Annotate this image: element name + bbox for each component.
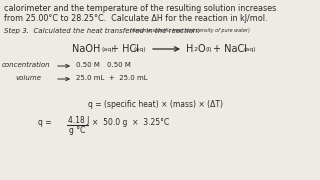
Text: (Assume specific heat and density of pure water): (Assume specific heat and density of pur… (130, 28, 250, 33)
Text: Step 3.  Calculated the heat transferred in the reaction.: Step 3. Calculated the heat transferred … (4, 28, 200, 34)
Text: ×  50.0 g  ×  3.25°C: × 50.0 g × 3.25°C (92, 118, 169, 127)
Text: 25.0 mL  +  25.0 mL: 25.0 mL + 25.0 mL (76, 75, 148, 81)
Text: calorimeter and the temperature of the resulting solution increases: calorimeter and the temperature of the r… (4, 4, 276, 13)
Text: 4.18 J: 4.18 J (68, 116, 89, 125)
Text: from 25.00°C to 28.25°C.  Calculate ΔH for the reaction in kJ/mol.: from 25.00°C to 28.25°C. Calculate ΔH fo… (4, 14, 268, 23)
Text: NaOH: NaOH (72, 44, 100, 54)
Text: concentration: concentration (2, 62, 51, 68)
Text: (aq): (aq) (134, 47, 147, 52)
Text: q = (specific heat) × (mass) × (ΔT): q = (specific heat) × (mass) × (ΔT) (88, 100, 223, 109)
Text: + NaCl: + NaCl (213, 44, 247, 54)
Text: 2: 2 (194, 47, 198, 52)
Text: g °C: g °C (69, 126, 85, 135)
Text: + HCl: + HCl (111, 44, 139, 54)
Text: (aq): (aq) (101, 47, 114, 52)
Text: volume: volume (16, 75, 42, 81)
Text: 0.50 M: 0.50 M (107, 62, 131, 68)
Text: q =: q = (38, 118, 52, 127)
Text: O: O (198, 44, 206, 54)
Text: (l): (l) (206, 47, 212, 52)
Text: H: H (186, 44, 193, 54)
Text: (aq): (aq) (243, 47, 256, 52)
Text: 0.50 M: 0.50 M (76, 62, 100, 68)
